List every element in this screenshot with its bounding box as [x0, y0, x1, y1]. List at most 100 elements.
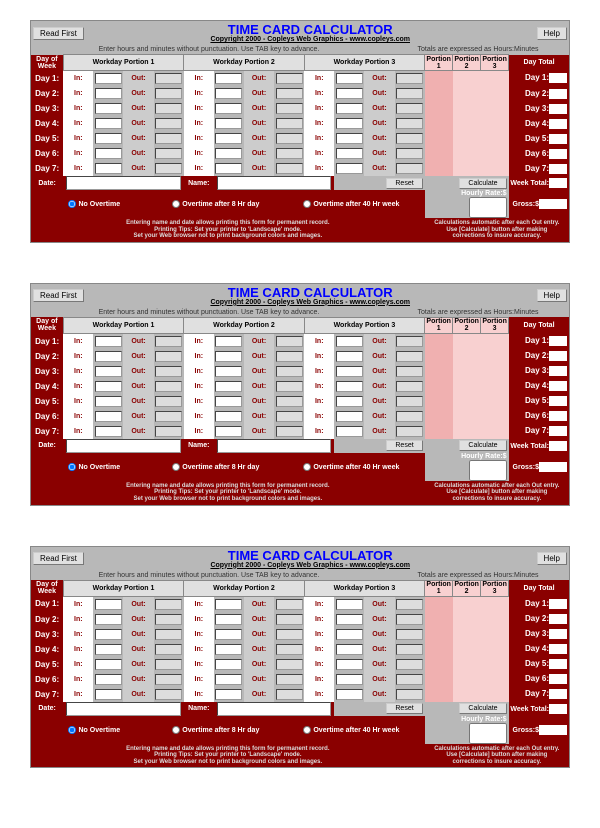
- calculate-button[interactable]: Calculate: [459, 440, 506, 451]
- time-in-input[interactable]: [215, 381, 242, 392]
- time-in-input[interactable]: [336, 118, 363, 129]
- time-in-input[interactable]: [336, 411, 363, 422]
- time-in-input[interactable]: [95, 689, 122, 700]
- overtime-8hr-radio[interactable]: [172, 200, 180, 208]
- hourly-rate-input[interactable]: [469, 723, 507, 744]
- time-in-input[interactable]: [215, 103, 242, 114]
- time-in-input[interactable]: [215, 366, 242, 377]
- time-out-input[interactable]: [276, 659, 303, 670]
- time-out-input[interactable]: [396, 148, 423, 159]
- time-out-input[interactable]: [396, 396, 423, 407]
- time-in-input[interactable]: [336, 103, 363, 114]
- time-in-input[interactable]: [215, 396, 242, 407]
- time-out-input[interactable]: [155, 426, 182, 437]
- time-out-input[interactable]: [396, 73, 423, 84]
- time-in-input[interactable]: [336, 366, 363, 377]
- time-in-input[interactable]: [215, 644, 242, 655]
- help-button[interactable]: Help: [537, 27, 567, 40]
- time-out-input[interactable]: [155, 351, 182, 362]
- time-out-input[interactable]: [155, 674, 182, 685]
- time-out-input[interactable]: [396, 133, 423, 144]
- time-out-input[interactable]: [276, 381, 303, 392]
- time-in-input[interactable]: [95, 614, 122, 625]
- time-out-input[interactable]: [276, 73, 303, 84]
- time-in-input[interactable]: [215, 426, 242, 437]
- time-in-input[interactable]: [336, 73, 363, 84]
- subtitle-link[interactable]: Copyright 2000 - Copleys Web Graphics - …: [84, 36, 537, 43]
- time-in-input[interactable]: [215, 599, 242, 610]
- time-in-input[interactable]: [336, 674, 363, 685]
- time-out-input[interactable]: [396, 614, 423, 625]
- time-in-input[interactable]: [215, 73, 242, 84]
- time-in-input[interactable]: [95, 381, 122, 392]
- time-out-input[interactable]: [276, 411, 303, 422]
- time-out-input[interactable]: [276, 689, 303, 700]
- time-in-input[interactable]: [215, 411, 242, 422]
- reset-button[interactable]: Reset: [386, 703, 422, 714]
- time-out-input[interactable]: [276, 336, 303, 347]
- reset-button[interactable]: Reset: [386, 440, 422, 451]
- time-in-input[interactable]: [336, 599, 363, 610]
- subtitle-link[interactable]: Copyright 2000 - Copleys Web Graphics - …: [84, 299, 537, 306]
- time-out-input[interactable]: [155, 689, 182, 700]
- time-in-input[interactable]: [95, 88, 122, 99]
- time-out-input[interactable]: [155, 644, 182, 655]
- calculate-button[interactable]: Calculate: [459, 703, 506, 714]
- time-in-input[interactable]: [215, 88, 242, 99]
- name-input[interactable]: [217, 702, 331, 716]
- time-out-input[interactable]: [396, 599, 423, 610]
- reset-button[interactable]: Reset: [386, 178, 422, 189]
- no-overtime-radio[interactable]: [68, 200, 76, 208]
- time-in-input[interactable]: [336, 614, 363, 625]
- time-in-input[interactable]: [95, 599, 122, 610]
- time-out-input[interactable]: [276, 88, 303, 99]
- time-in-input[interactable]: [95, 336, 122, 347]
- time-in-input[interactable]: [215, 351, 242, 362]
- time-in-input[interactable]: [215, 629, 242, 640]
- read-first-button[interactable]: Read First: [33, 27, 84, 40]
- time-in-input[interactable]: [95, 103, 122, 114]
- time-out-input[interactable]: [396, 103, 423, 114]
- time-in-input[interactable]: [336, 659, 363, 670]
- time-out-input[interactable]: [155, 366, 182, 377]
- time-out-input[interactable]: [276, 163, 303, 174]
- time-out-input[interactable]: [276, 426, 303, 437]
- name-input[interactable]: [217, 176, 331, 190]
- time-in-input[interactable]: [215, 133, 242, 144]
- time-out-input[interactable]: [155, 411, 182, 422]
- time-out-input[interactable]: [155, 629, 182, 640]
- time-in-input[interactable]: [336, 336, 363, 347]
- time-in-input[interactable]: [336, 148, 363, 159]
- time-in-input[interactable]: [95, 73, 122, 84]
- time-in-input[interactable]: [336, 396, 363, 407]
- time-in-input[interactable]: [95, 366, 122, 377]
- time-out-input[interactable]: [396, 163, 423, 174]
- help-button[interactable]: Help: [537, 552, 567, 565]
- time-in-input[interactable]: [95, 351, 122, 362]
- time-in-input[interactable]: [95, 659, 122, 670]
- time-out-input[interactable]: [276, 599, 303, 610]
- time-in-input[interactable]: [215, 614, 242, 625]
- read-first-button[interactable]: Read First: [33, 552, 84, 565]
- time-out-input[interactable]: [396, 336, 423, 347]
- hourly-rate-input[interactable]: [469, 197, 507, 218]
- overtime-8hr-radio[interactable]: [172, 463, 180, 471]
- time-out-input[interactable]: [396, 88, 423, 99]
- time-out-input[interactable]: [155, 163, 182, 174]
- time-out-input[interactable]: [155, 118, 182, 129]
- overtime-40hr-radio[interactable]: [303, 200, 311, 208]
- date-input[interactable]: [66, 176, 180, 190]
- time-out-input[interactable]: [396, 366, 423, 377]
- time-out-input[interactable]: [155, 133, 182, 144]
- time-out-input[interactable]: [155, 396, 182, 407]
- help-button[interactable]: Help: [537, 289, 567, 302]
- time-out-input[interactable]: [155, 103, 182, 114]
- time-in-input[interactable]: [95, 133, 122, 144]
- time-in-input[interactable]: [336, 629, 363, 640]
- date-input[interactable]: [66, 702, 180, 716]
- time-in-input[interactable]: [336, 426, 363, 437]
- time-in-input[interactable]: [336, 644, 363, 655]
- time-out-input[interactable]: [396, 411, 423, 422]
- time-out-input[interactable]: [276, 396, 303, 407]
- time-in-input[interactable]: [95, 396, 122, 407]
